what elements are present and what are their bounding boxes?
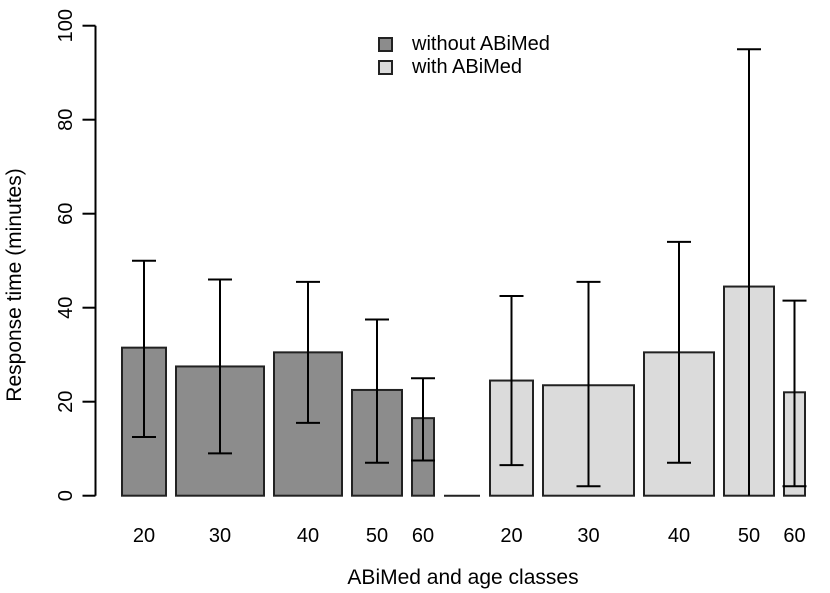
x-tick-label: 50 [366, 525, 388, 547]
y-tick-label: 40 [55, 297, 77, 319]
legend-label-with-abimed: with ABiMed [412, 56, 523, 78]
legend-swatch-with-abimed [378, 60, 393, 75]
legend-item-with-abimed: with ABiMed [378, 56, 550, 78]
x-tick-label: 60 [783, 525, 805, 547]
x-axis-title: ABiMed and age classes [347, 566, 579, 589]
y-tick-label: 80 [55, 109, 77, 131]
x-tick-label: 30 [209, 525, 231, 547]
y-axis-title: Response time (minutes) [3, 168, 26, 402]
x-tick-label: 60 [412, 525, 434, 547]
y-tick-label: 100 [55, 9, 77, 42]
legend: without ABiMed with ABiMed [378, 33, 550, 78]
x-tick-label: 50 [738, 525, 760, 547]
x-tick-label: 40 [297, 525, 319, 547]
legend-swatch-without-abimed [378, 37, 393, 52]
legend-label-without-abimed: without ABiMed [412, 33, 550, 55]
y-tick-label: 60 [55, 203, 77, 225]
x-tick-label: 20 [500, 525, 522, 547]
x-tick-label: 30 [577, 525, 599, 547]
x-tick-label: 40 [668, 525, 690, 547]
y-tick-label: 20 [55, 391, 77, 413]
legend-item-without-abimed: without ABiMed [378, 33, 550, 55]
x-tick-label: 20 [133, 525, 155, 547]
y-tick-label: 0 [55, 490, 77, 501]
